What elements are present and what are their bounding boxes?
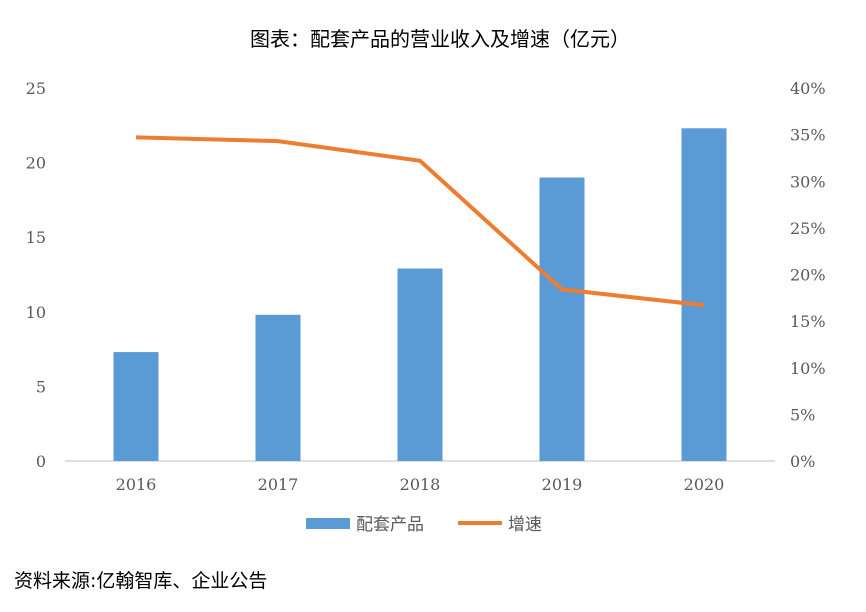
legend-swatch-bar bbox=[306, 518, 350, 529]
x-tick-label: 2019 bbox=[542, 475, 583, 494]
x-tick-label: 2018 bbox=[400, 475, 441, 494]
bar-2018 bbox=[397, 268, 443, 461]
bar-2020 bbox=[681, 128, 727, 461]
source-note: 资料来源:亿翰智库、企业公告 bbox=[14, 570, 268, 592]
right-y-tick-label: 30% bbox=[790, 172, 826, 191]
right-y-tick-label: 15% bbox=[790, 312, 826, 331]
chart-title: 图表：配套产品的营业收入及增速（亿元） bbox=[250, 27, 630, 51]
bar-2019 bbox=[539, 177, 585, 461]
left-y-tick-label: 25 bbox=[26, 79, 46, 98]
left-y-tick-label: 5 bbox=[36, 377, 46, 396]
right-y-tick-label: 35% bbox=[790, 126, 826, 145]
bar-2017 bbox=[255, 314, 301, 461]
right-y-tick-label: 40% bbox=[790, 79, 826, 98]
right-y-tick-label: 10% bbox=[790, 359, 826, 378]
left-y-tick-label: 0 bbox=[36, 452, 46, 471]
left-y-tick-label: 10 bbox=[26, 303, 46, 322]
x-tick-label: 2020 bbox=[684, 475, 725, 494]
legend-label-line: 增速 bbox=[508, 515, 542, 535]
right-y-tick-label: 5% bbox=[790, 405, 815, 424]
legend-label-bar: 配套产品 bbox=[356, 515, 424, 535]
bar-2016 bbox=[113, 352, 159, 461]
x-tick-label: 2016 bbox=[116, 475, 157, 494]
left-y-tick-label: 20 bbox=[26, 154, 46, 173]
right-y-tick-label: 0% bbox=[790, 452, 815, 471]
combo-chart: 图表：配套产品的营业收入及增速（亿元） 0 5 10 15 20 25 0% 5% 10% 15%… bbox=[26, 27, 826, 535]
right-y-tick-label: 25% bbox=[790, 219, 826, 238]
right-y-tick-label: 20% bbox=[790, 266, 826, 285]
left-y-tick-label: 15 bbox=[26, 228, 46, 247]
x-tick-label: 2017 bbox=[258, 475, 299, 494]
